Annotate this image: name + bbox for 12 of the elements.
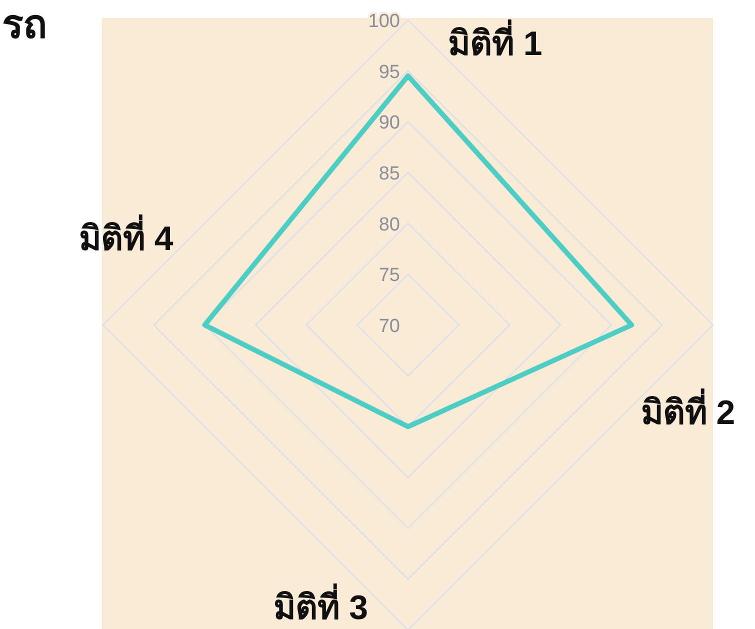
spoke-label: มิติที่ 3 <box>274 582 368 627</box>
y-tick-label: 90 <box>378 112 400 134</box>
y-tick-label: 70 <box>378 316 400 337</box>
y-tick-label: 80 <box>378 214 400 236</box>
y-tick-label: 95 <box>378 62 400 83</box>
chart-title: รถ <box>2 3 47 47</box>
y-tick-label: 100 <box>368 11 400 32</box>
spoke-label: มิติที่ 2 <box>640 388 736 432</box>
y-tick-label: 75 <box>378 265 400 286</box>
spoke-label: มิติที่ 4 <box>78 214 174 258</box>
spoke-label: มิติที่ 1 <box>448 19 542 64</box>
y-tick-label: 85 <box>378 164 400 184</box>
